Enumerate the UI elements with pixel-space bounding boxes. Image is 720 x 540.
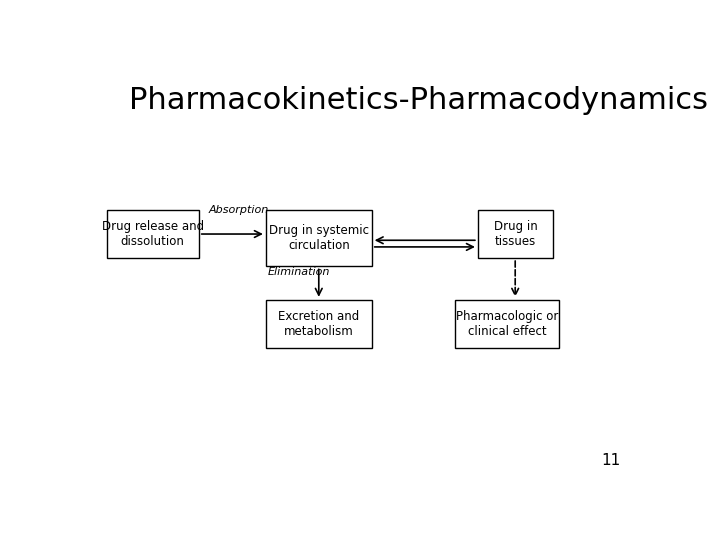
Text: Pharmacologic or
clinical effect: Pharmacologic or clinical effect <box>456 309 558 338</box>
Bar <box>266 300 372 348</box>
Text: Excretion and
metabolism: Excretion and metabolism <box>278 309 359 338</box>
Text: Pharmacokinetics-Pharmacodynamics: Pharmacokinetics-Pharmacodynamics <box>129 85 708 114</box>
Bar <box>456 300 559 348</box>
Text: Drug release and
dissolution: Drug release and dissolution <box>102 220 204 248</box>
Bar <box>478 210 553 258</box>
Bar <box>266 211 372 266</box>
Text: Absorption: Absorption <box>208 205 269 215</box>
Text: Drug in systemic
circulation: Drug in systemic circulation <box>269 225 369 252</box>
Text: Elimination: Elimination <box>267 267 330 277</box>
Bar <box>107 210 199 258</box>
Text: 11: 11 <box>601 453 620 468</box>
Text: Drug in
tissues: Drug in tissues <box>494 220 537 248</box>
